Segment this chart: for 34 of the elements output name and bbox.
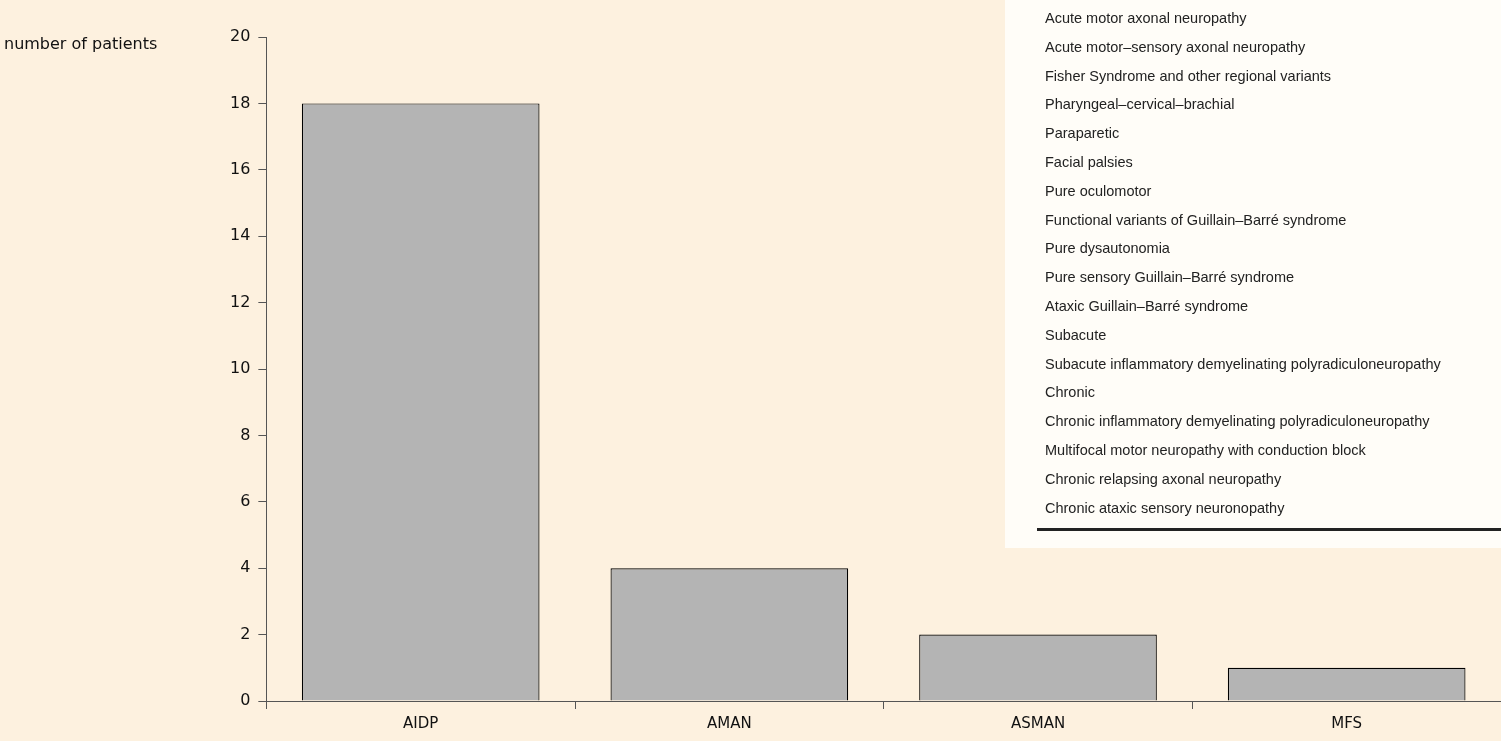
x-tick-label: AIDP (403, 713, 439, 732)
annotation: Functional variants of Guillain–Barré syndrome (1045, 210, 1348, 230)
y-tick-label: 0 (240, 690, 251, 710)
annotation: Facial palsies (1045, 153, 1134, 172)
annotation: Chronic (1045, 383, 1096, 403)
x-tick-label: AMAN (707, 713, 752, 732)
annotation: Ataxic Guillain–Barré syndrome (1045, 296, 1250, 316)
annotation: Multifocal motor neuropathy with conduction block (1045, 440, 1367, 460)
annotation: Pharyngeal–cervical–brachial (1045, 95, 1236, 115)
text: Acute motor axonal neuropathy (1045, 9, 1248, 28)
x-tick-label: ASMAN (1010, 713, 1066, 732)
annotation: Chronic relapsing axonal neuropathy (1045, 469, 1283, 489)
annotation: Pure sensory Guillain–Barré syndrome (1045, 268, 1296, 288)
y-tick-label: 6 (240, 490, 251, 510)
annotation: Pure dysautonomia (1045, 239, 1171, 259)
y-tick-label: 18 (230, 92, 251, 112)
annotation: Pure oculomotor (1045, 181, 1153, 201)
y-tick-label: 14 (230, 225, 251, 245)
y-tick-label: 2 (240, 623, 251, 643)
y-tick-label: 8 (240, 424, 251, 444)
annotation: Chronic inflammatory demyelinating polyradiculoneuropathy (1045, 412, 1431, 432)
x-tick-label: MFS (1331, 713, 1363, 732)
y-axis-title: number of patients (4, 34, 158, 53)
annotation: Paraparetic (1045, 124, 1121, 144)
y-tick-label: 16 (230, 158, 251, 178)
annotation: Acute motor–sensory axonal neuropathy (1045, 37, 1307, 57)
annotation: Subacute inflammatory demyelinating polyradiculoneuropathy (1045, 354, 1442, 374)
y-tick-label: 4 (240, 557, 251, 577)
y-tick-label: 20 (230, 26, 251, 46)
y-tick-label: 12 (230, 291, 251, 311)
annotation: Subacute (1045, 325, 1108, 345)
y-tick-label: 10 (230, 358, 251, 378)
annotation: Fisher Syndrome and other regional variants (1045, 66, 1333, 86)
annotation: Chronic ataxic sensory neuronopathy (1045, 498, 1286, 518)
